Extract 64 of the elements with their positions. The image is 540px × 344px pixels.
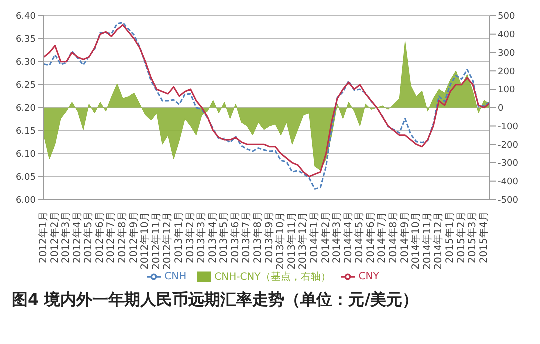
x-tick-label: 2012年3月 [60,212,72,264]
x-tick-label: 2014年11月 [421,212,434,270]
x-tick-label: 2013年10月 [274,212,287,270]
legend-label: CNH-CNY（基点，右轴） [214,272,331,283]
x-tick-label: 2015年4月 [478,212,490,264]
y2-tick-label: 500 [498,12,516,22]
legend-label: CNY [358,272,380,283]
x-tick-label: 2014年10月 [410,212,422,270]
y2-tick-label: -500 [498,196,519,206]
y2-tick-label: -400 [498,178,519,188]
x-tick-label: 2014年7月 [376,212,388,264]
x-tick-label: 2014年4月 [342,212,354,264]
x-tick-label: 2012年6月 [94,212,106,264]
x-tick-label: 2012年11月 [150,212,162,270]
y2-tick-label: 0 [498,104,504,114]
y-tick-label: 6.40 [16,12,36,22]
x-tick-label: 2014年2月 [320,212,332,264]
x-tick-label: 2015年1月 [444,212,456,264]
x-tick-label: 2012年1月 [38,212,50,264]
y2-tick-label: 400 [498,30,516,41]
y2-tick-label: -300 [498,159,519,170]
x-tick-label: 2012年4月 [71,212,84,264]
x-tick-label: 2013年2月 [184,212,196,264]
y2-tick-label: 100 [498,86,516,96]
y2-tick-label: 200 [498,67,516,78]
x-tick-label: 2013年1月 [172,212,185,264]
x-tick-label: 2013年9月 [263,212,276,264]
x-tick-label: 2012年10月 [139,212,152,270]
x-tick-label: 2012年7月 [105,212,118,264]
x-tick-label: 2014年9月 [398,212,411,264]
x-tick-label: 2014年12月 [432,212,445,270]
y-tick-label: 6.25 [16,81,36,92]
x-tick-label: 2013年7月 [240,212,253,264]
x-tick-label: 2014年3月 [331,212,344,264]
y2-tick-label: -100 [498,122,519,132]
text: 图4 境内外一年期人民币远期汇率走势（单位：元/美元） [11,290,420,311]
x-tick-label: 2012年5月 [82,212,95,264]
legend-label: CNH [164,272,187,283]
x-tick-label: 2015年3月 [466,212,479,264]
x-tick-label: 2012年12月 [162,212,174,270]
x-tick-label: 2012年2月 [48,212,61,264]
x-tick-label: 2015年2月 [455,212,468,264]
x-tick-label: 2013年4月 [206,212,219,264]
x-tick-label: 2014年8月 [388,212,400,264]
x-tick-label: 2013年8月 [252,212,264,264]
y-tick-label: 6.00 [16,196,36,206]
x-tick-label: 2014年5月 [354,212,366,264]
x-tick-label: 2013年3月 [196,212,208,264]
y2-tick-label: 300 [498,48,516,59]
x-tick-label: 2012年8月 [116,212,129,264]
x-tick-label: 2012年9月 [128,212,140,264]
y-tick-label: 6.10 [16,150,36,160]
y-tick-label: 6.30 [16,58,36,68]
x-tick-label: 2013年12月 [297,212,310,270]
x-tick-label: 2014年1月 [308,212,320,264]
x-tick-label: 2013年6月 [229,212,242,264]
y-tick-label: 6.05 [16,172,36,183]
x-tick-label: 2013年11月 [286,212,298,270]
y-tick-label: 6.15 [16,127,36,138]
x-tick-label: 2014年6月 [364,212,377,264]
y-tick-label: 6.35 [16,35,36,46]
y2-tick-label: -200 [498,140,519,151]
x-tick-label: 2013年5月 [218,212,230,264]
y-tick-label: 6.20 [16,104,36,114]
